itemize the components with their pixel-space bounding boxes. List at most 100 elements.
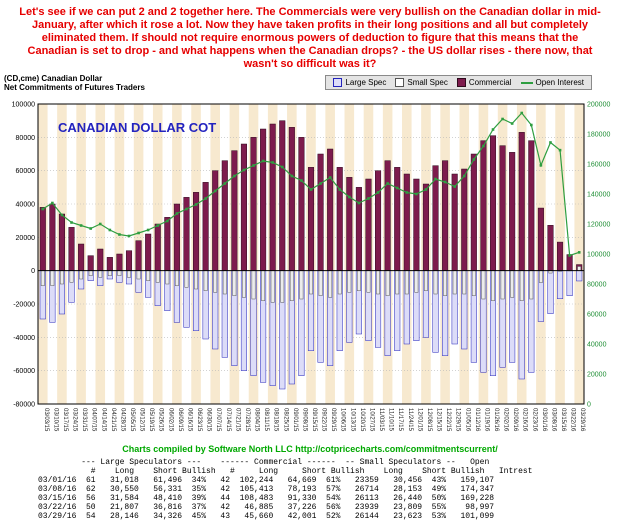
- cot-chart-canvas: 100000800006000040000200000-20000-40000-…: [12, 102, 611, 433]
- svg-text:04/14/15: 04/14/15: [100, 408, 106, 432]
- svg-text:03/03/15: 03/03/15: [43, 408, 49, 432]
- svg-text:10/20/15: 10/20/15: [359, 408, 365, 432]
- svg-text:01/19/16: 01/19/16: [483, 408, 489, 432]
- cot-table-row: 03/01/16 61 31,018 61,496 34% 42 102,244…: [38, 476, 495, 485]
- svg-text:06/16/15: 06/16/15: [186, 408, 192, 432]
- svg-text:60000: 60000: [587, 312, 607, 319]
- svg-text:20000: 20000: [16, 235, 36, 242]
- legend-label-commercial: Commercial: [468, 78, 512, 87]
- chart-title-line2: Net Commitments of Futures Traders: [4, 83, 145, 92]
- svg-text:10/27/15: 10/27/15: [368, 408, 374, 432]
- svg-text:-80000: -80000: [13, 402, 35, 409]
- svg-text:01/12/16: 01/12/16: [474, 408, 480, 432]
- legend-label-open-interest: Open Interest: [535, 78, 584, 87]
- svg-text:11/03/15: 11/03/15: [378, 408, 384, 432]
- legend-item-small-spec: Small Spec: [395, 78, 448, 87]
- svg-text:11/10/15: 11/10/15: [388, 408, 394, 432]
- svg-text:03/08/16: 03/08/16: [550, 408, 556, 432]
- svg-text:03/22/16: 03/22/16: [570, 408, 576, 432]
- svg-text:120000: 120000: [587, 222, 610, 229]
- legend-swatch-large-spec: [333, 78, 343, 87]
- svg-text:03/17/15: 03/17/15: [62, 408, 68, 432]
- svg-text:10/13/15: 10/13/15: [349, 408, 355, 432]
- svg-text:07/07/15: 07/07/15: [215, 408, 221, 432]
- svg-text:200000: 200000: [587, 102, 610, 109]
- svg-text:06/09/15: 06/09/15: [177, 408, 183, 432]
- svg-text:-40000: -40000: [13, 335, 35, 342]
- svg-text:01/26/16: 01/26/16: [493, 408, 499, 432]
- legend-swatch-commercial: [456, 78, 466, 87]
- svg-text:05/12/15: 05/12/15: [139, 408, 145, 432]
- svg-text:80000: 80000: [587, 282, 607, 289]
- svg-text:06/23/15: 06/23/15: [196, 408, 202, 432]
- svg-text:02/23/16: 02/23/16: [531, 408, 537, 432]
- svg-text:09/15/15: 09/15/15: [311, 408, 317, 432]
- chart-title: (CD,cme) Canadian Dollar Net Commitments…: [4, 74, 145, 92]
- svg-text:09/01/15: 09/01/15: [292, 408, 298, 432]
- svg-text:03/24/15: 03/24/15: [72, 408, 78, 432]
- svg-text:05/19/15: 05/19/15: [148, 408, 154, 432]
- cot-data-table: --- Large Speculators --- ------ Commerc…: [0, 456, 620, 521]
- svg-text:06/02/15: 06/02/15: [167, 408, 173, 432]
- svg-text:03/31/15: 03/31/15: [81, 408, 87, 432]
- svg-text:-60000: -60000: [13, 368, 35, 375]
- svg-text:12/22/15: 12/22/15: [445, 408, 451, 432]
- svg-text:140000: 140000: [587, 192, 610, 199]
- svg-text:100000: 100000: [12, 102, 35, 109]
- svg-text:05/05/15: 05/05/15: [129, 408, 135, 432]
- cot-table-header-line: --- Large Speculators --- ------ Commerc…: [38, 458, 490, 467]
- svg-text:08/04/15: 08/04/15: [254, 408, 260, 432]
- svg-text:02/02/16: 02/02/16: [503, 408, 509, 432]
- credit-link[interactable]: Charts compiled by Software North LLC ht…: [122, 444, 498, 454]
- svg-text:10/06/15: 10/06/15: [340, 408, 346, 432]
- cot-chart-block: (CD,cme) Canadian Dollar Net Commitments…: [0, 74, 620, 442]
- legend-swatch-small-spec: [395, 78, 405, 87]
- svg-text:12/08/15: 12/08/15: [426, 408, 432, 432]
- svg-text:08/18/15: 08/18/15: [273, 408, 279, 432]
- svg-text:11/24/15: 11/24/15: [407, 408, 413, 432]
- svg-text:04/28/15: 04/28/15: [119, 408, 125, 432]
- svg-text:180000: 180000: [587, 132, 610, 139]
- svg-text:09/29/15: 09/29/15: [330, 408, 336, 432]
- svg-text:0: 0: [587, 402, 591, 409]
- svg-text:02/16/16: 02/16/16: [522, 408, 528, 432]
- svg-text:40000: 40000: [587, 342, 607, 349]
- svg-text:07/28/15: 07/28/15: [244, 408, 250, 432]
- svg-text:80000: 80000: [16, 135, 36, 142]
- svg-text:02/09/16: 02/09/16: [512, 408, 518, 432]
- svg-text:12/01/15: 12/01/15: [416, 408, 422, 432]
- svg-text:40000: 40000: [16, 202, 36, 209]
- cot-table-header-line: # Long Short Bullish # Long Short Bullis…: [38, 467, 533, 476]
- cot-table-row: 03/29/16 54 28,146 34,326 45% 43 45,660 …: [38, 512, 495, 521]
- svg-text:07/14/15: 07/14/15: [225, 408, 231, 432]
- svg-text:04/21/15: 04/21/15: [110, 408, 116, 432]
- svg-text:09/08/15: 09/08/15: [301, 408, 307, 432]
- chart-header: (CD,cme) Canadian Dollar Net Commitments…: [0, 74, 620, 94]
- legend-item-open-interest: Open Interest: [520, 78, 584, 87]
- svg-text:03/29/16: 03/29/16: [579, 408, 585, 432]
- svg-text:60000: 60000: [16, 168, 36, 175]
- svg-text:07/21/15: 07/21/15: [234, 408, 240, 432]
- svg-text:06/30/15: 06/30/15: [206, 408, 212, 432]
- svg-text:05/26/15: 05/26/15: [158, 408, 164, 432]
- cot-table-row: 03/08/16 62 30,550 56,331 35% 42 105,413…: [38, 485, 495, 494]
- chart-title-line1: (CD,cme) Canadian Dollar: [4, 74, 103, 83]
- svg-text:12/29/15: 12/29/15: [455, 408, 461, 432]
- chart-legend: Large Spec Small Spec Commercial Open In…: [325, 75, 592, 90]
- svg-text:0: 0: [31, 268, 35, 275]
- legend-swatch-open-interest: [520, 81, 533, 84]
- svg-text:11/17/15: 11/17/15: [397, 408, 403, 432]
- svg-text:01/05/16: 01/05/16: [464, 408, 470, 432]
- svg-text:04/07/15: 04/07/15: [91, 408, 97, 432]
- svg-text:20000: 20000: [587, 372, 607, 379]
- svg-text:03/10/15: 03/10/15: [52, 408, 58, 432]
- svg-text:-20000: -20000: [13, 302, 35, 309]
- svg-text:CANADIAN DOLLAR COT: CANADIAN DOLLAR COT: [58, 120, 216, 135]
- svg-text:08/11/15: 08/11/15: [263, 408, 269, 432]
- svg-text:100000: 100000: [587, 252, 610, 259]
- svg-text:03/01/16: 03/01/16: [541, 408, 547, 432]
- legend-item-commercial: Commercial: [456, 78, 512, 87]
- legend-item-large-spec: Large Spec: [333, 78, 386, 87]
- svg-text:09/22/15: 09/22/15: [321, 408, 327, 432]
- cot-table-row: 03/22/16 50 21,807 36,816 37% 42 46,885 …: [38, 503, 495, 512]
